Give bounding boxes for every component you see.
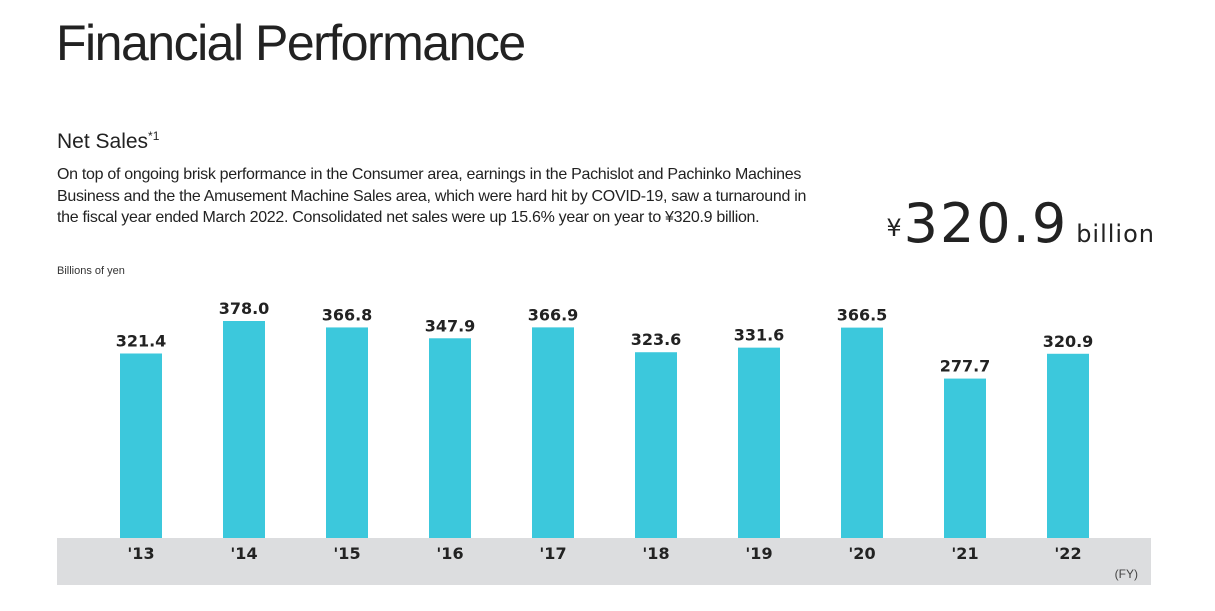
highlight-figure: ¥320.9 billion [886,192,1155,255]
fy-label: (FY) [1114,567,1138,581]
x-tick-label-0: '13 [127,544,154,563]
x-tick-label-9: '22 [1054,544,1081,563]
highlight-currency: ¥ [886,214,902,242]
bar-4 [532,327,574,538]
page-title: Financial Performance [56,15,526,71]
bar-0 [120,353,162,538]
bar-6 [738,347,780,538]
x-tick-label-3: '16 [436,544,463,563]
bar-value-label-6: 331.6 [734,326,785,345]
x-tick-label-6: '19 [745,544,772,563]
bar-1 [223,321,265,538]
bar-value-label-1: 378.0 [219,299,270,318]
bar-value-label-7: 366.5 [837,306,888,325]
bar-value-label-9: 320.9 [1043,332,1094,351]
unit-label: Billions of yen [57,265,125,277]
highlight-value: 320.9 [903,192,1069,255]
bar-value-label-4: 366.9 [528,305,579,324]
section-footnote: *1 [148,129,160,143]
bar-9 [1047,353,1089,538]
bar-8 [944,378,986,538]
bar-value-label-2: 366.8 [322,305,373,324]
bar-2 [326,327,368,538]
x-tick-label-5: '18 [642,544,669,563]
bar-7 [841,327,883,538]
x-tick-label-8: '21 [951,544,978,563]
bar-value-label-5: 323.6 [631,330,682,349]
section-title: Net Sales*1 [57,129,159,154]
x-tick-label-1: '14 [230,544,257,563]
x-tick-label-2: '15 [333,544,360,563]
highlight-unit: billion [1076,220,1155,248]
x-tick-label-7: '20 [848,544,875,563]
bar-5 [635,352,677,538]
x-axis-band [57,538,1151,585]
bar-value-label-3: 347.9 [425,316,476,335]
section-title-text: Net Sales [57,130,149,153]
bar-3 [429,338,471,538]
bar-value-label-0: 321.4 [116,331,167,350]
section-description: On top of ongoing brisk performance in t… [57,166,807,226]
bar-value-label-8: 277.7 [940,357,991,376]
x-tick-label-4: '17 [539,544,566,563]
